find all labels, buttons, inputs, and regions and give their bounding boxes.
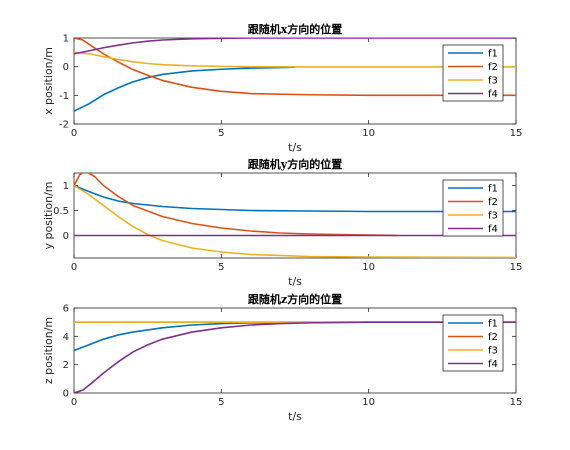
- chart-panel-3: 0 5 10 15 0 2 4 6 跟随机z方向的位置 t/s z position/m f1 f2 f3…: [42, 292, 522, 423]
- x-axis-label: t/s: [288, 141, 302, 154]
- x-axis-label: t/s: [288, 410, 302, 423]
- x-tick-label: 15: [510, 128, 523, 139]
- legend: f1 f2 f3 f4: [442, 179, 504, 237]
- legend-label-f2: f2: [488, 62, 498, 73]
- x-tick-label: 0: [71, 128, 77, 139]
- legend-label-f1: f1: [488, 184, 498, 195]
- legend-label-f4: f4: [488, 359, 498, 370]
- x-tick-label: 15: [510, 262, 523, 273]
- y-tick-label: 1: [63, 181, 69, 192]
- legend-label-f3: f3: [488, 76, 498, 87]
- legend-label-f3: f3: [488, 211, 498, 222]
- legend-label-f4: f4: [488, 224, 498, 235]
- legend-label-f2: f2: [488, 332, 498, 343]
- series-group: [74, 38, 516, 112]
- y-tick-label: 6: [63, 304, 69, 315]
- y-tick-label: 1: [63, 34, 69, 45]
- chart-title: 跟随机z方向的位置: [248, 292, 342, 306]
- y-tick-label: 0: [63, 389, 69, 400]
- legend-box: [442, 179, 504, 237]
- x-tick-label: 15: [510, 397, 523, 408]
- chart-title: 跟随机y方向的位置: [248, 157, 342, 171]
- chart-title: 跟随机x方向的位置: [248, 22, 343, 36]
- legend-label-f4: f4: [488, 89, 498, 100]
- series-line-f4: [74, 38, 516, 55]
- legend-label-f1: f1: [488, 49, 498, 60]
- x-tick-label: 5: [218, 397, 224, 408]
- series-line-f1: [74, 66, 296, 112]
- y-tick-label: 2: [63, 360, 69, 371]
- plot-area: [73, 172, 517, 259]
- x-axis-label: t/s: [288, 275, 302, 288]
- x-tick-label: 10: [362, 397, 375, 408]
- y-tick-label: -1: [59, 91, 69, 102]
- y-tick-label: 0: [63, 231, 69, 242]
- y-axis-label: x position/m: [42, 47, 55, 115]
- legend-box: [442, 44, 504, 102]
- x-tick-label: 10: [362, 128, 375, 139]
- series-line-f1: [74, 184, 516, 213]
- y-axis-label: z position/m: [42, 317, 55, 384]
- plot-area: [73, 37, 517, 125]
- legend: f1 f2 f3 f4: [442, 44, 504, 102]
- series-group: [74, 173, 516, 258]
- legend-label-f2: f2: [488, 197, 498, 208]
- legend-label-f1: f1: [488, 319, 498, 330]
- x-tick-label: 0: [71, 397, 77, 408]
- y-tick-label: -2: [59, 120, 69, 131]
- series-line-f2: [74, 38, 516, 97]
- x-tick-label: 5: [218, 128, 224, 139]
- y-tick-label: 0: [63, 62, 69, 73]
- legend-label-f3: f3: [488, 346, 498, 357]
- series-line-f4: [74, 321, 516, 393]
- series-group: [74, 321, 516, 393]
- chart-panel-1: 0 5 10 15 -2 -1 0 1 跟随机x方向的位置 t/s x position/m f1 f2…: [42, 22, 522, 154]
- y-tick-label: 0.5: [53, 206, 69, 217]
- y-axis-label: y position/m: [42, 182, 55, 250]
- x-tick-label: 0: [71, 262, 77, 273]
- legend: f1 f2 f3 f4: [442, 314, 504, 372]
- y-tick-label: 4: [63, 332, 69, 343]
- legend-box: [442, 314, 504, 372]
- series-line-f2: [74, 173, 399, 237]
- series-line-f3: [74, 184, 516, 258]
- x-tick-label: 10: [362, 262, 375, 273]
- x-tick-label: 5: [218, 262, 224, 273]
- series-line-f3: [74, 51, 516, 68]
